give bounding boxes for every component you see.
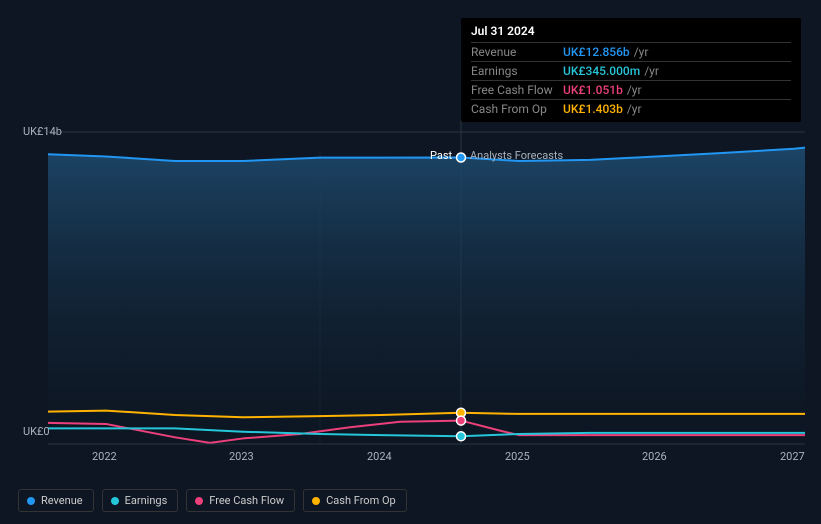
- legend-dot-icon: [111, 497, 119, 505]
- tooltip-date: Jul 31 2024: [471, 24, 791, 42]
- tooltip-row-unit: /yr: [627, 83, 642, 97]
- legend-item-cash_from_op[interactable]: Cash From Op: [303, 489, 407, 512]
- legend-dot-icon: [27, 497, 35, 505]
- x-axis-label: 2022: [92, 450, 117, 463]
- x-axis-label: 2024: [367, 450, 392, 463]
- legend-item-free_cash_flow[interactable]: Free Cash Flow: [186, 489, 295, 512]
- legend-dot-icon: [312, 497, 320, 505]
- x-axis-label: 2026: [642, 450, 667, 463]
- section-label-forecast: Analysts Forecasts: [470, 149, 563, 162]
- legend-item-earnings[interactable]: Earnings: [102, 489, 179, 512]
- y-axis-label-min: UK£0: [23, 425, 50, 438]
- tooltip-row: EarningsUK£345.000m/yr: [471, 61, 791, 80]
- chart-legend: Revenue Earnings Free Cash Flow Cash From O…: [18, 489, 407, 512]
- tooltip-row-unit: /yr: [644, 64, 659, 78]
- tooltip-row-value: UK£345.000m: [563, 64, 640, 78]
- tooltip-row-unit: /yr: [634, 45, 649, 59]
- x-axis-label: 2023: [229, 450, 254, 463]
- chart-tooltip: Jul 31 2024 RevenueUK£12.856b/yrEarnings…: [461, 18, 801, 122]
- revenue-area: [48, 148, 805, 444]
- marker: [457, 432, 466, 441]
- legend-label: Free Cash Flow: [209, 494, 284, 507]
- tooltip-row-value: UK£1.051b: [563, 83, 623, 97]
- legend-label: Cash From Op: [326, 494, 396, 507]
- tooltip-row-label: Cash From Op: [471, 102, 563, 116]
- tooltip-row: RevenueUK£12.856b/yr: [471, 42, 791, 61]
- legend-dot-icon: [195, 497, 203, 505]
- tooltip-row-value: UK£12.856b: [563, 45, 630, 59]
- tooltip-row-label: Revenue: [471, 45, 563, 59]
- marker: [457, 416, 466, 425]
- tooltip-row: Cash From OpUK£1.403b/yr: [471, 99, 791, 118]
- tooltip-row-value: UK£1.403b: [563, 102, 623, 116]
- section-label-past: Past: [430, 149, 452, 162]
- legend-item-revenue[interactable]: Revenue: [18, 489, 94, 512]
- legend-label: Earnings: [125, 494, 168, 507]
- tooltip-row: Free Cash FlowUK£1.051b/yr: [471, 80, 791, 99]
- marker: [457, 153, 466, 162]
- tooltip-row-label: Earnings: [471, 64, 563, 78]
- x-axis-label: 2025: [505, 450, 530, 463]
- tooltip-row-label: Free Cash Flow: [471, 83, 563, 97]
- x-axis-label: 2027: [780, 450, 805, 463]
- tooltip-row-unit: /yr: [627, 102, 642, 116]
- y-axis-label-max: UK£14b: [23, 125, 62, 138]
- legend-label: Revenue: [41, 494, 83, 507]
